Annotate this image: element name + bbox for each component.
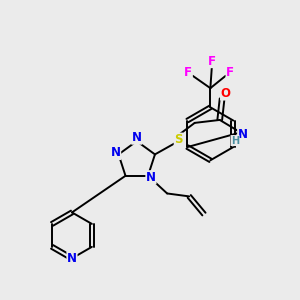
Text: N: N (238, 128, 248, 141)
Text: H: H (231, 136, 239, 146)
Text: F: F (208, 55, 216, 68)
Text: N: N (132, 131, 142, 144)
Text: F: F (226, 66, 234, 80)
Text: F: F (184, 66, 192, 80)
Text: O: O (220, 87, 231, 100)
Text: N: N (146, 171, 156, 184)
Text: N: N (111, 146, 121, 159)
Text: S: S (174, 133, 183, 146)
Text: N: N (67, 252, 77, 265)
